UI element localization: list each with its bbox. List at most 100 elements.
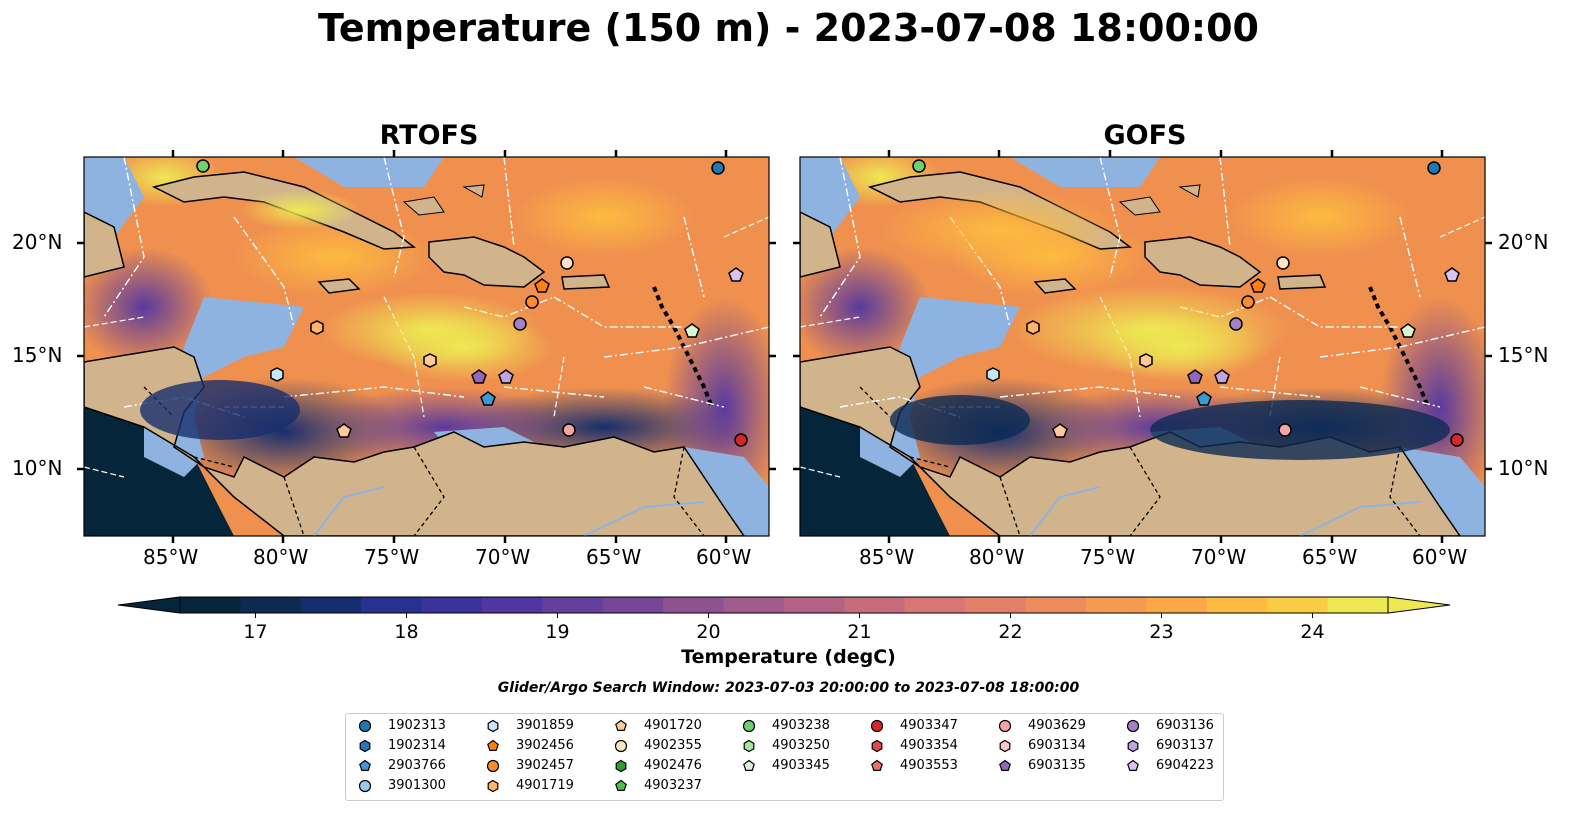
colorbar-tick-label: 19 xyxy=(545,621,569,643)
marker-4902355 xyxy=(560,256,574,270)
colorbar-segment xyxy=(904,597,966,613)
colorbar-segment xyxy=(723,597,785,613)
legend-marker-icon xyxy=(742,719,756,733)
marker-4903629 xyxy=(562,423,576,437)
marker-1902313 xyxy=(711,161,725,175)
lon-tick-l4: 65°W xyxy=(586,545,642,569)
panel-title-rtofs: RTOFS xyxy=(379,120,479,151)
colorbar-segment xyxy=(361,597,423,613)
lon-tick-l1: 80°W xyxy=(253,545,309,569)
lon-tick-r3: 70°W xyxy=(1191,545,1247,569)
legend-label: 4903238 xyxy=(772,718,830,733)
rtofs-map xyxy=(84,157,769,536)
legend-label: 1902314 xyxy=(388,738,446,753)
colorbar-extend-high xyxy=(1387,596,1451,614)
lat-tick-l0: 20°N xyxy=(12,230,63,254)
legend-label: 4903347 xyxy=(900,718,958,733)
colorbar-segment xyxy=(300,597,362,613)
colorbar-tick-label: 17 xyxy=(243,621,267,643)
legend-label: 3901300 xyxy=(388,778,446,793)
lon-tick-r5: 60°W xyxy=(1412,545,1468,569)
colorbar-tick-label: 22 xyxy=(998,621,1022,643)
legend-marker-icon xyxy=(359,759,371,771)
colorbar-segment xyxy=(965,597,1027,613)
marker-4903347 xyxy=(734,433,748,447)
legend-marker-icon xyxy=(1127,759,1139,771)
legend-marker-icon xyxy=(871,759,883,771)
legend-label: 6903135 xyxy=(1028,758,1086,773)
lat-tick-r0: 20°N xyxy=(1498,230,1549,254)
colorbar-segment xyxy=(240,597,302,613)
marker-6903137 xyxy=(498,369,514,384)
colorbar: 17 18 19 20 21 22 23 24 xyxy=(117,596,1451,643)
colorbar-segment xyxy=(784,597,845,613)
legend-label: 1902313 xyxy=(388,718,446,733)
legend-label: 4903345 xyxy=(772,758,830,773)
legend-marker-icon xyxy=(358,719,372,733)
legend-marker-icon xyxy=(486,759,500,773)
marker-4903238 xyxy=(196,159,210,173)
lat-tick-l2: 10°N xyxy=(12,456,63,480)
obs-markers-gofs xyxy=(912,159,1464,447)
legend-marker-icon xyxy=(358,779,372,793)
marker-4903345 xyxy=(684,323,700,338)
colorbar-segment xyxy=(663,597,725,613)
marker-6903135 xyxy=(471,369,487,384)
legend-marker-icon xyxy=(615,779,627,791)
marker-3901859 xyxy=(270,367,284,382)
legend-marker-icon xyxy=(615,759,627,773)
legend-label: 6903134 xyxy=(1028,738,1086,753)
colorbar-tick-label: 24 xyxy=(1300,621,1324,643)
gofs-map xyxy=(800,157,1485,536)
figure-title: Temperature (150 m) - 2023-07-08 18:00:0… xyxy=(317,6,1259,50)
lat-tick-r2: 10°N xyxy=(1498,456,1549,480)
map-ticks xyxy=(77,150,1492,543)
colorbar-label: Temperature (degC) xyxy=(681,646,896,668)
legend-marker-icon xyxy=(871,739,883,753)
lon-tick-r2: 75°W xyxy=(1080,545,1136,569)
legend-label: 4902476 xyxy=(644,758,702,773)
lon-tick-l2: 75°W xyxy=(364,545,420,569)
colorbar-segment xyxy=(482,597,543,613)
legend-label: 3902457 xyxy=(516,758,574,773)
legend-label: 6904223 xyxy=(1156,758,1214,773)
colorbar-tick-label: 20 xyxy=(696,621,720,643)
marker-6904223 xyxy=(728,267,744,282)
legend-label: 3902456 xyxy=(516,738,574,753)
float-legend: 1902313 1902314 2903766 3901300 3901859 39024… xyxy=(345,713,1224,801)
colorbar-segment xyxy=(1206,597,1268,613)
marker-2903766 xyxy=(480,391,496,406)
marker-4903250 xyxy=(423,353,437,368)
lon-tick-l3: 70°W xyxy=(475,545,531,569)
colorbar-segment xyxy=(602,597,664,613)
lat-tick-l1: 15°N xyxy=(12,343,63,367)
panel-title-gofs: GOFS xyxy=(1103,120,1187,151)
legend-marker-icon xyxy=(743,759,755,771)
colorbar-segment xyxy=(180,597,241,613)
lon-tick-r4: 65°W xyxy=(1302,545,1358,569)
colorbar-extend-low xyxy=(117,596,181,614)
legend-label: 4903250 xyxy=(772,738,830,753)
colorbar-segment xyxy=(1327,597,1389,613)
legend-marker-icon xyxy=(870,719,884,733)
marker-4901720 xyxy=(336,423,352,438)
colorbar-segment xyxy=(542,597,604,613)
legend-label: 4903553 xyxy=(900,758,958,773)
legend-label: 4903237 xyxy=(644,778,702,793)
obs-markers-rtofs xyxy=(196,159,748,447)
marker-4901719 xyxy=(310,320,324,335)
search-window-text: Glider/Argo Search Window: 2023-07-03 20… xyxy=(497,680,1080,696)
colorbar-segment xyxy=(1146,597,1208,613)
legend-label: 4903354 xyxy=(900,738,958,753)
legend-marker-icon xyxy=(999,739,1011,753)
legend-label: 4901719 xyxy=(516,778,574,793)
colorbar-segment xyxy=(844,597,906,613)
colorbar-segment xyxy=(1086,597,1147,613)
legend-marker-icon xyxy=(614,739,628,753)
legend-label: 6903137 xyxy=(1156,738,1214,753)
legend-marker-icon xyxy=(615,719,627,731)
legend-marker-icon xyxy=(1127,739,1139,753)
colorbar-segment xyxy=(1025,597,1087,613)
colorbar-tick-label: 18 xyxy=(394,621,418,643)
